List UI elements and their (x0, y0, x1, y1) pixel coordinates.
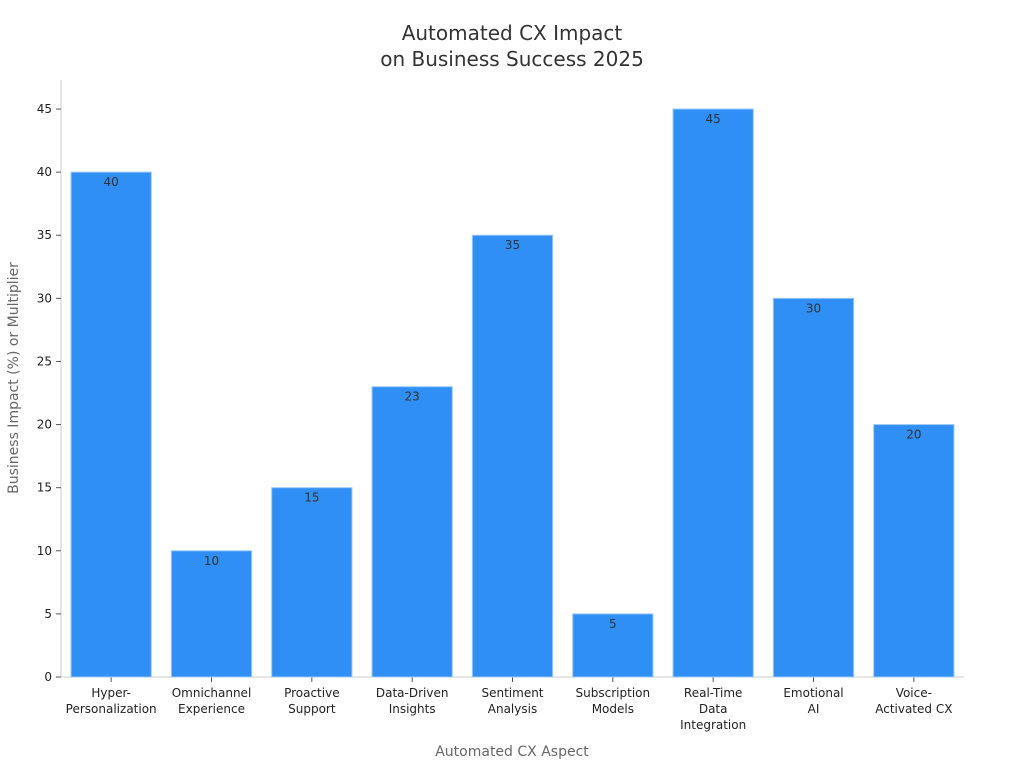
x-tick-label-line: Experience (178, 702, 245, 716)
x-axis-title: Automated CX Aspect (435, 744, 589, 760)
bars (70, 108, 955, 678)
y-tick-label: 30 (37, 291, 52, 305)
x-tick-label-line: Models (592, 702, 634, 716)
bar (70, 171, 152, 678)
bar (572, 613, 654, 678)
y-tick-label: 10 (37, 544, 52, 558)
x-tick-label-line: Real-Time (684, 686, 742, 700)
y-tick-label: 5 (44, 607, 52, 621)
x-tick-label-line: Sentiment (481, 686, 543, 700)
data-label: 20 (906, 428, 921, 442)
y-tick-label: 20 (37, 418, 52, 432)
data-label: 10 (204, 554, 219, 568)
x-tick-label-line: Analysis (488, 702, 537, 716)
x-tick-label-line: Integration (680, 718, 746, 732)
x-tick-label: Emotional AI (783, 686, 843, 716)
y-axis-title: Business Impact (%) or Multiplier (6, 262, 22, 494)
bar (772, 297, 855, 678)
data-label: 15 (304, 491, 319, 505)
x-tick-label-line: Hyper- (91, 686, 131, 700)
x-tick-label-line: Emotional (783, 686, 843, 700)
data-label: 23 (405, 390, 420, 404)
bar (170, 550, 253, 678)
data-label: 40 (104, 175, 119, 189)
bar (873, 424, 955, 678)
chart-title-line-2: on Business Success 2025 (380, 47, 644, 71)
x-tick-label: Proactive Support (284, 686, 340, 716)
x-tick-label-line: Data (699, 702, 728, 716)
x-axis: Hyper- Personalization Omnichannel Experien… (61, 676, 964, 732)
y-tick-label: 40 (37, 165, 52, 179)
bar (271, 487, 353, 678)
x-tick-label-line: Activated CX (875, 702, 952, 716)
x-tick-label: Hyper- Personalization (66, 686, 157, 716)
y-tick-label: 25 (37, 354, 52, 368)
chart-title-line-1: Automated CX Impact (401, 21, 623, 45)
y-tick-label: 0 (44, 670, 52, 684)
data-label: 5 (609, 617, 617, 631)
x-tick-label: Omnichannel Experience (172, 686, 252, 716)
x-tick-label-line: Omnichannel (172, 686, 252, 700)
data-labels: 40 10 15 23 35 5 45 30 20 (104, 112, 922, 631)
x-tick-label: Real-Time Data Integration (680, 686, 746, 732)
bar (672, 108, 754, 678)
bar (471, 234, 554, 678)
x-tick-label-line: Insights (389, 702, 436, 716)
x-tick-label: Subscription Models (576, 686, 651, 716)
data-label: 30 (806, 301, 821, 315)
x-tick-label-line: Support (288, 702, 336, 716)
y-tick-label: 35 (37, 228, 52, 242)
y-tick-label: 15 (37, 481, 52, 495)
chart-title: Automated CX Impact on Business Success … (0, 20, 1024, 72)
x-tick-label-line: Subscription (576, 686, 651, 700)
bar (371, 386, 453, 678)
y-tick-label: 45 (37, 102, 52, 116)
x-tick-label: Sentiment Analysis (481, 686, 543, 716)
x-tick-label-line: Voice- (896, 686, 932, 700)
x-tick-label: Voice- Activated CX (875, 686, 952, 716)
y-axis: 0 5 10 15 20 25 30 35 40 45 (37, 80, 62, 684)
data-label: 45 (706, 112, 721, 126)
x-tick-label-line: Data-Driven (376, 686, 449, 700)
x-tick-label-line: AI (808, 702, 820, 716)
x-tick-label-line: Personalization (66, 702, 157, 716)
data-label: 35 (505, 238, 520, 252)
x-tick-label-line: Proactive (284, 686, 340, 700)
x-tick-label: Data-Driven Insights (376, 686, 449, 716)
